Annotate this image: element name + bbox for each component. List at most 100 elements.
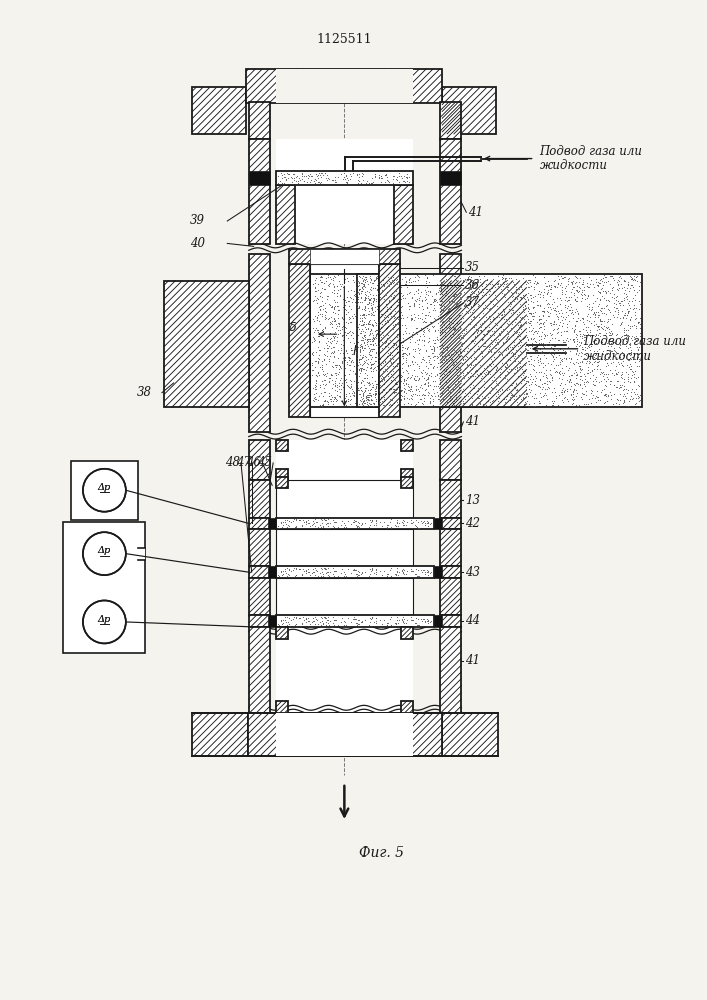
- Point: [375, 320, 387, 336]
- Point: [457, 383, 468, 399]
- Point: [481, 380, 492, 396]
- Point: [351, 359, 363, 375]
- Point: [370, 322, 381, 338]
- Point: [415, 391, 426, 407]
- Point: [344, 334, 356, 350]
- Point: [525, 351, 537, 367]
- Point: [566, 320, 578, 336]
- Point: [605, 327, 617, 343]
- Point: [326, 367, 337, 383]
- Point: [381, 330, 392, 346]
- Point: [564, 371, 575, 387]
- Point: [514, 296, 525, 312]
- Point: [588, 276, 599, 292]
- Point: [368, 307, 379, 323]
- Point: [633, 282, 644, 298]
- Point: [504, 389, 515, 405]
- Point: [341, 175, 353, 191]
- Point: [363, 292, 374, 308]
- Point: [359, 310, 370, 326]
- Point: [370, 287, 382, 303]
- Point: [361, 175, 372, 191]
- Point: [530, 334, 542, 350]
- Point: [351, 513, 362, 529]
- Point: [329, 612, 340, 628]
- Point: [369, 272, 380, 288]
- Point: [317, 289, 328, 305]
- Point: [407, 273, 419, 289]
- Point: [526, 368, 537, 384]
- Point: [390, 340, 402, 356]
- Point: [385, 568, 397, 584]
- Point: [472, 380, 484, 396]
- Point: [405, 311, 416, 327]
- Point: [437, 354, 448, 370]
- Point: [365, 363, 376, 379]
- Point: [607, 316, 618, 332]
- Point: [571, 382, 582, 398]
- Point: [397, 612, 408, 628]
- Point: [333, 302, 344, 318]
- Point: [368, 273, 379, 289]
- Point: [401, 612, 412, 628]
- Point: [344, 166, 356, 182]
- Point: [339, 367, 350, 383]
- Point: [590, 347, 601, 363]
- Point: [598, 290, 609, 306]
- Point: [472, 296, 484, 312]
- Point: [617, 336, 628, 352]
- Point: [355, 283, 366, 299]
- Point: [423, 374, 434, 390]
- Point: [356, 383, 368, 399]
- Point: [440, 361, 452, 377]
- Point: [501, 281, 513, 297]
- Point: [518, 330, 530, 346]
- Point: [409, 334, 420, 350]
- Point: [474, 345, 485, 361]
- Point: [444, 353, 455, 369]
- Point: [418, 370, 429, 386]
- Point: [382, 566, 394, 582]
- Point: [462, 299, 473, 315]
- Point: [466, 289, 477, 305]
- Point: [617, 309, 629, 325]
- Point: [332, 329, 343, 345]
- Point: [600, 386, 612, 402]
- Point: [514, 337, 525, 353]
- Point: [477, 331, 489, 347]
- Point: [436, 281, 447, 297]
- Point: [604, 293, 615, 309]
- Point: [423, 385, 435, 401]
- Point: [318, 366, 329, 382]
- Point: [423, 274, 434, 290]
- Point: [451, 367, 462, 383]
- Point: [551, 290, 563, 306]
- Point: [546, 317, 557, 333]
- Point: [296, 616, 308, 632]
- Point: [551, 303, 562, 319]
- Point: [431, 384, 442, 400]
- Point: [329, 332, 340, 348]
- Point: [313, 342, 325, 358]
- Point: [526, 382, 537, 398]
- Point: [316, 398, 327, 414]
- Point: [354, 347, 366, 363]
- Point: [329, 299, 340, 315]
- Point: [344, 362, 356, 378]
- Point: [315, 560, 327, 576]
- Point: [574, 345, 585, 361]
- Point: [322, 394, 334, 410]
- Point: [428, 339, 440, 355]
- Point: [347, 330, 358, 346]
- Point: [372, 301, 383, 317]
- Point: [451, 315, 462, 331]
- Point: [492, 298, 503, 314]
- Point: [620, 326, 631, 342]
- Point: [561, 383, 572, 399]
- Point: [311, 381, 322, 397]
- Text: 47: 47: [235, 456, 251, 469]
- Point: [401, 276, 412, 292]
- Point: [339, 304, 350, 320]
- Point: [635, 387, 646, 403]
- Point: [595, 291, 606, 307]
